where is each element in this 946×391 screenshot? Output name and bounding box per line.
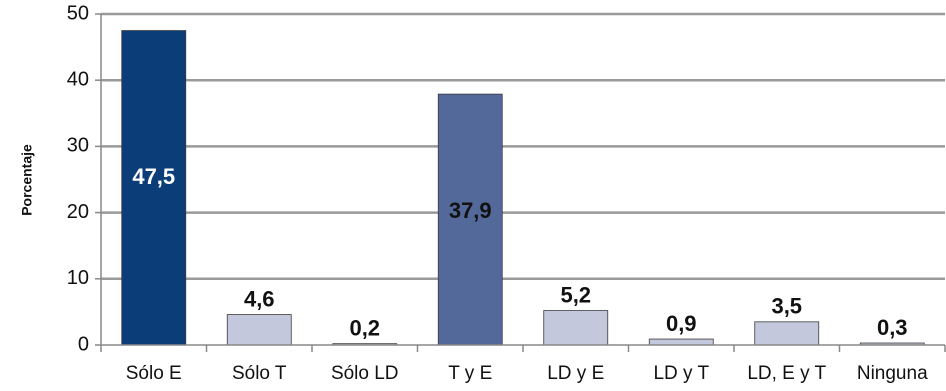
x-tick-label: Ninguna <box>857 363 928 384</box>
gridlines <box>101 12 945 281</box>
data-label: 3,5 <box>771 294 802 319</box>
data-label: 0,9 <box>666 311 697 336</box>
x-tick-label: Sólo T <box>232 363 287 384</box>
bar <box>226 314 292 346</box>
y-tick-labels: 0 10 20 30 40 50 <box>67 2 89 355</box>
data-label: 47,5 <box>132 164 175 189</box>
bar <box>543 310 609 346</box>
data-labels: 47,5 4,6 0,2 37,9 5,2 0,9 3,5 0,3 <box>132 164 907 340</box>
y-tick-label: 50 <box>67 2 89 24</box>
y-tick-label: 20 <box>67 201 89 223</box>
y-tick-label: 10 <box>67 267 89 289</box>
bar <box>754 321 820 346</box>
data-label: 0,2 <box>349 315 380 340</box>
y-tick-label: 40 <box>67 68 89 90</box>
y-tick-label: 0 <box>78 333 89 355</box>
data-label: 0,3 <box>877 315 908 340</box>
bar <box>437 93 503 346</box>
bar <box>121 30 187 346</box>
data-label: 4,6 <box>244 286 275 311</box>
x-tick-label: T y E <box>448 363 492 384</box>
y-axis-title: Porcentaje <box>19 144 35 216</box>
data-label: 37,9 <box>449 198 492 223</box>
axes <box>95 13 946 352</box>
x-tick-labels: Sólo E Sólo T Sólo LD T y E LD y E LD y T LD, … <box>126 363 928 384</box>
bar <box>648 338 714 346</box>
y-tick-label: 30 <box>67 135 89 157</box>
x-tick-label: LD y T <box>653 363 709 384</box>
x-tick-label: Sólo LD <box>331 363 399 384</box>
bars <box>121 30 925 346</box>
x-tick-label: LD y E <box>547 363 604 384</box>
x-tick-label: LD, E y T <box>747 363 826 384</box>
x-tick-label: Sólo E <box>126 363 182 384</box>
data-label: 5,2 <box>560 282 591 307</box>
